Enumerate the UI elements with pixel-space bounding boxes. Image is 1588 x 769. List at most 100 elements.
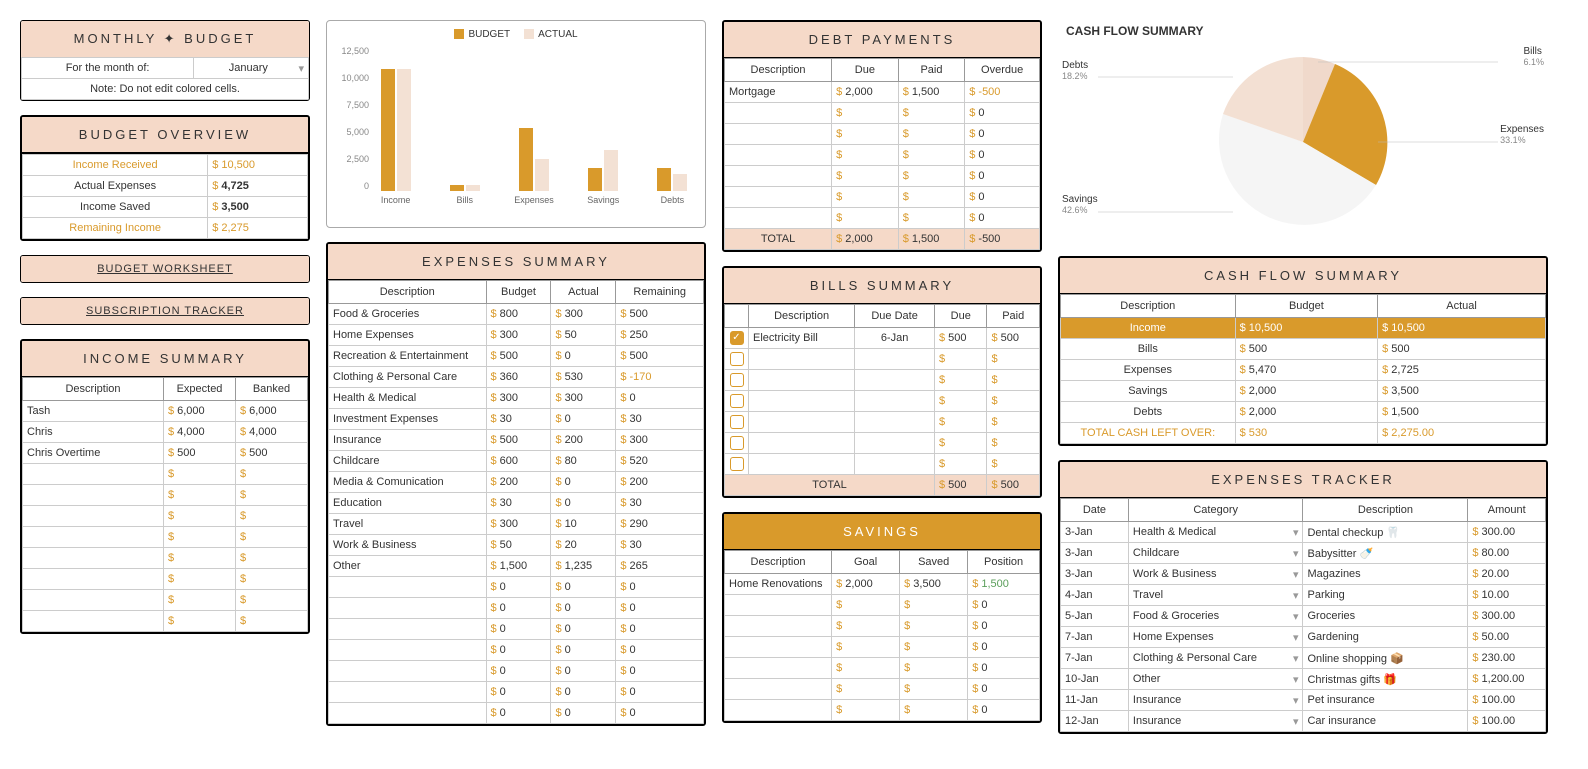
sav-desc[interactable]	[725, 658, 832, 679]
income-banked[interactable]: $	[236, 527, 308, 548]
tr-date[interactable]: 3-Jan	[1061, 543, 1129, 564]
bill-date[interactable]	[855, 433, 935, 454]
bill-due[interactable]: $	[935, 370, 987, 391]
exp-actual[interactable]: $0	[551, 619, 616, 640]
exp-budget[interactable]: $50	[486, 535, 551, 556]
exp-desc[interactable]	[329, 598, 487, 619]
debt-due[interactable]: $	[832, 208, 899, 229]
tr-cat[interactable]: Home Expenses▾	[1128, 627, 1303, 648]
exp-budget[interactable]: $300	[486, 514, 551, 535]
exp-desc[interactable]: Media & Comunication	[329, 472, 487, 493]
sav-goal[interactable]: $	[832, 616, 900, 637]
exp-actual[interactable]: $300	[551, 388, 616, 409]
debt-desc[interactable]	[725, 145, 832, 166]
tr-date[interactable]: 7-Jan	[1061, 627, 1129, 648]
tr-desc[interactable]: Parking	[1303, 585, 1468, 606]
tr-desc[interactable]: Online shopping 📦	[1303, 648, 1468, 669]
income-desc[interactable]	[23, 548, 164, 569]
debt-desc[interactable]: Mortgage	[725, 82, 832, 103]
exp-desc[interactable]: Travel	[329, 514, 487, 535]
sav-saved[interactable]: $	[900, 595, 968, 616]
exp-desc[interactable]: Other	[329, 556, 487, 577]
sav-saved[interactable]: $	[900, 637, 968, 658]
sav-desc[interactable]: Home Renovations	[725, 574, 832, 595]
income-desc[interactable]	[23, 590, 164, 611]
income-desc[interactable]: Chris	[23, 422, 164, 443]
tr-desc[interactable]: Dental checkup 🦷	[1303, 522, 1468, 543]
exp-desc[interactable]: Health & Medical	[329, 388, 487, 409]
sav-saved[interactable]: $3,500	[900, 574, 968, 595]
tr-desc[interactable]: Magazines	[1303, 564, 1468, 585]
debt-paid[interactable]: $	[898, 124, 965, 145]
income-desc[interactable]	[23, 485, 164, 506]
tr-amt[interactable]: $230.00	[1468, 648, 1546, 669]
exp-budget[interactable]: $600	[486, 451, 551, 472]
bill-due[interactable]: $500	[935, 328, 987, 349]
debt-desc[interactable]	[725, 103, 832, 124]
income-expected[interactable]: $	[164, 590, 236, 611]
bill-date[interactable]	[855, 370, 935, 391]
tr-amt[interactable]: $1,200.00	[1468, 669, 1546, 690]
exp-actual[interactable]: $0	[551, 682, 616, 703]
sav-desc[interactable]	[725, 595, 832, 616]
bill-desc[interactable]	[749, 391, 855, 412]
bill-due[interactable]: $	[935, 412, 987, 433]
tr-amt[interactable]: $80.00	[1468, 543, 1546, 564]
bill-desc[interactable]	[749, 370, 855, 391]
exp-budget[interactable]: $0	[486, 703, 551, 724]
tr-desc[interactable]: Groceries	[1303, 606, 1468, 627]
exp-actual[interactable]: $0	[551, 577, 616, 598]
bill-date[interactable]	[855, 391, 935, 412]
debt-paid[interactable]: $	[898, 145, 965, 166]
debt-desc[interactable]	[725, 166, 832, 187]
exp-desc[interactable]	[329, 577, 487, 598]
exp-actual[interactable]: $300	[551, 304, 616, 325]
exp-desc[interactable]	[329, 640, 487, 661]
exp-budget[interactable]: $360	[486, 367, 551, 388]
sav-desc[interactable]	[725, 637, 832, 658]
bill-desc[interactable]	[749, 454, 855, 475]
tr-date[interactable]: 4-Jan	[1061, 585, 1129, 606]
exp-budget[interactable]: $800	[486, 304, 551, 325]
bill-paid[interactable]: $	[987, 391, 1040, 412]
debt-due[interactable]: $	[832, 103, 899, 124]
exp-actual[interactable]: $0	[551, 703, 616, 724]
debt-paid[interactable]: $	[898, 103, 965, 124]
exp-desc[interactable]: Insurance	[329, 430, 487, 451]
exp-desc[interactable]	[329, 682, 487, 703]
exp-actual[interactable]: $0	[551, 661, 616, 682]
tr-cat[interactable]: Work & Business▾	[1128, 564, 1303, 585]
exp-desc[interactable]: Food & Groceries	[329, 304, 487, 325]
sav-goal[interactable]: $	[832, 595, 900, 616]
income-expected[interactable]: $	[164, 506, 236, 527]
bill-check[interactable]	[725, 328, 749, 349]
income-expected[interactable]: $	[164, 464, 236, 485]
exp-actual[interactable]: $20	[551, 535, 616, 556]
tr-desc[interactable]: Gardening	[1303, 627, 1468, 648]
exp-desc[interactable]: Childcare	[329, 451, 487, 472]
tr-amt[interactable]: $50.00	[1468, 627, 1546, 648]
income-desc[interactable]	[23, 506, 164, 527]
tr-cat[interactable]: Insurance▾	[1128, 711, 1303, 732]
exp-desc[interactable]	[329, 703, 487, 724]
tr-cat[interactable]: Other▾	[1128, 669, 1303, 690]
tr-amt[interactable]: $300.00	[1468, 606, 1546, 627]
sav-desc[interactable]	[725, 679, 832, 700]
tr-date[interactable]: 12-Jan	[1061, 711, 1129, 732]
exp-actual[interactable]: $80	[551, 451, 616, 472]
sav-saved[interactable]: $	[900, 679, 968, 700]
tr-cat[interactable]: Food & Groceries▾	[1128, 606, 1303, 627]
tr-amt[interactable]: $100.00	[1468, 690, 1546, 711]
debt-paid[interactable]: $1,500	[898, 82, 965, 103]
exp-actual[interactable]: $0	[551, 346, 616, 367]
bill-paid[interactable]: $	[987, 370, 1040, 391]
bill-desc[interactable]	[749, 433, 855, 454]
bill-check[interactable]	[725, 412, 749, 433]
exp-budget[interactable]: $300	[486, 388, 551, 409]
sav-goal[interactable]: $	[832, 658, 900, 679]
tr-amt[interactable]: $300.00	[1468, 522, 1546, 543]
income-desc[interactable]: Chris Overtime	[23, 443, 164, 464]
exp-actual[interactable]: $50	[551, 325, 616, 346]
sav-goal[interactable]: $	[832, 679, 900, 700]
income-banked[interactable]: $	[236, 464, 308, 485]
